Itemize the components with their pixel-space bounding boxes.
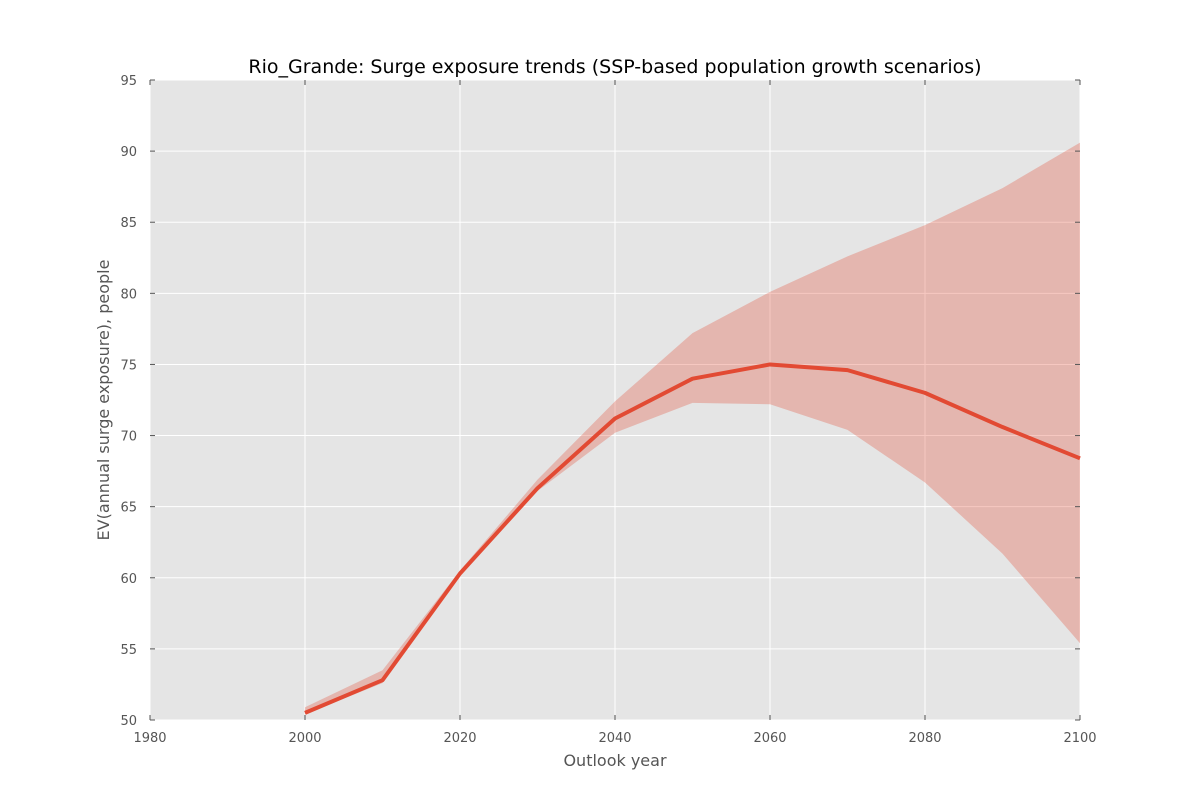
y-tick-label: 95: [120, 74, 137, 89]
y-tick-label: 70: [120, 430, 137, 445]
x-axis-label: Outlook year: [563, 751, 667, 770]
y-tick-label: 80: [120, 287, 137, 302]
chart-title: Rio_Grande: Surge exposure trends (SSP-b…: [248, 56, 981, 78]
x-tick-label: 1980: [133, 731, 166, 746]
x-tick-label: 2080: [908, 731, 941, 746]
y-axis-label: EV(annual surge exposure), people: [94, 260, 113, 541]
y-tick-label: 65: [120, 501, 137, 516]
uncertainty-band: [305, 142, 1080, 715]
y-tick-label: 90: [120, 145, 137, 160]
y-tick-label: 85: [120, 216, 137, 231]
x-tick-label: 2000: [288, 731, 321, 746]
x-tick-label: 2040: [598, 731, 631, 746]
tick-layer: 1980 2000 2020 2040 2060 2080 2100 50 55 60 65 70 75…: [120, 74, 1096, 746]
x-tick-label: 2100: [1063, 731, 1096, 746]
y-tick-label: 50: [120, 714, 137, 729]
y-tick-label: 55: [120, 643, 137, 658]
series-layer: [304, 362, 1081, 715]
x-tick-label: 2060: [753, 731, 786, 746]
band-layer: [305, 142, 1080, 715]
y-tick-label: 75: [120, 358, 137, 373]
y-tick-label: 60: [120, 572, 137, 587]
x-tick-label: 2020: [443, 731, 476, 746]
